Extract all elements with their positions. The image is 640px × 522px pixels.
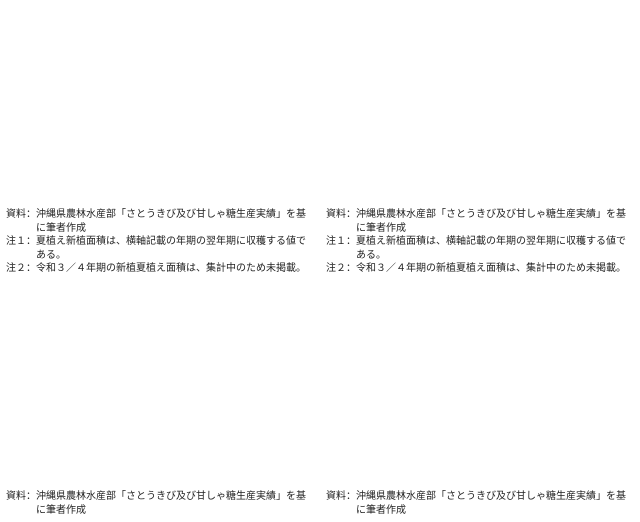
notes: 資料：沖縄県農林水産部「さとうきび及び甘しゃ糖生産実績」を基に筆者作成 注１：夏植… (6, 208, 312, 276)
chart: 図11 南大東村の栽培面積と農家戸数の推移(ha)(戸)栽培面積栽培農家戸数05… (0, 0, 320, 208)
note: 資料：沖縄県農林水産部「さとうきび及び甘しゃ糖生産実績」を基に筆者作成 (6, 209, 306, 234)
chart: 図12 北大東村の栽培面積と農家戸数の推移(ha)(戸)栽培面積栽培農家戸数01… (320, 0, 640, 208)
chart: 図13 南大東村の生産量と作型別単収の推移(千トン)(kg/10a)生産量単収0… (0, 283, 320, 490)
note: 資料：沖縄県農林水産部「さとうきび及び甘しゃ糖生産実績」を基に筆者作成 (326, 491, 626, 516)
note: 注２：令和３／４年期の新植夏植え面積は、集計中のため未掲載。 (326, 263, 626, 274)
note: 注２：令和３／４年期の新植夏植え面積は、集計中のため未掲載。 (6, 263, 306, 274)
note: 注１：夏植え新植面積は、横軸記載の年期の翌年期に収穫する値である。 (326, 236, 626, 261)
chart: 図14 北大東村の生産量と作型別単収の推移(千トン)(kg/10a)生産量単収0… (320, 283, 640, 490)
notes: 資料：沖縄県農林水産部「さとうきび及び甘しゃ糖生産実績」を基に筆者作成 (6, 490, 312, 517)
note: 資料：沖縄県農林水産部「さとうきび及び甘しゃ糖生産実績」を基に筆者作成 (6, 491, 306, 516)
note: 注１：夏植え新植面積は、横軸記載の年期の翌年期に収穫する値である。 (6, 236, 306, 261)
notes: 資料：沖縄県農林水産部「さとうきび及び甘しゃ糖生産実績」を基に筆者作成 (326, 490, 632, 517)
note: 資料：沖縄県農林水産部「さとうきび及び甘しゃ糖生産実績」を基に筆者作成 (326, 209, 626, 234)
notes: 資料：沖縄県農林水産部「さとうきび及び甘しゃ糖生産実績」を基に筆者作成 注１：夏植… (326, 208, 632, 276)
